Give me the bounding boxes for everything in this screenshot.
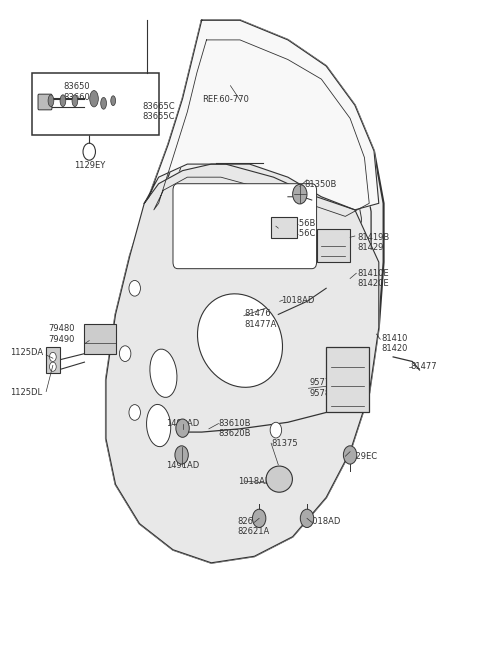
Circle shape <box>49 362 56 371</box>
Ellipse shape <box>266 466 292 492</box>
Text: 81410E
81420E: 81410E 81420E <box>357 269 389 288</box>
Ellipse shape <box>48 95 54 107</box>
Text: 1129EC: 1129EC <box>345 452 377 460</box>
Text: 81375: 81375 <box>271 439 298 447</box>
Circle shape <box>49 352 56 362</box>
Text: 83610B
83620B: 83610B 83620B <box>218 419 251 438</box>
Text: REF.60-770: REF.60-770 <box>202 96 249 104</box>
Ellipse shape <box>111 96 116 105</box>
Ellipse shape <box>146 404 171 447</box>
Circle shape <box>175 446 188 464</box>
FancyBboxPatch shape <box>38 94 52 110</box>
Text: 1018AD: 1018AD <box>238 477 271 485</box>
FancyBboxPatch shape <box>173 183 317 269</box>
Text: 79480
79490: 79480 79490 <box>48 324 75 344</box>
Polygon shape <box>144 20 379 210</box>
FancyBboxPatch shape <box>84 324 116 354</box>
Text: 1491AD: 1491AD <box>166 462 199 470</box>
Text: 83665C
83655C: 83665C 83655C <box>142 102 175 121</box>
Circle shape <box>129 405 141 421</box>
Text: 1125DL: 1125DL <box>10 388 42 397</box>
Text: 81350B: 81350B <box>305 179 337 189</box>
Ellipse shape <box>90 90 98 107</box>
Ellipse shape <box>72 95 78 107</box>
Bar <box>32 73 158 135</box>
FancyBboxPatch shape <box>46 347 60 373</box>
FancyBboxPatch shape <box>317 229 350 262</box>
Text: 83650
83660: 83650 83660 <box>63 83 90 102</box>
Text: 81476
81477A: 81476 81477A <box>245 309 277 329</box>
Ellipse shape <box>150 349 177 398</box>
FancyBboxPatch shape <box>326 347 369 413</box>
Text: 1129EY: 1129EY <box>73 161 105 170</box>
Circle shape <box>270 422 282 438</box>
Text: 81456B
81456C: 81456B 81456C <box>283 219 315 238</box>
Circle shape <box>300 509 314 527</box>
Circle shape <box>83 143 96 160</box>
Circle shape <box>343 446 357 464</box>
Circle shape <box>120 346 131 362</box>
Circle shape <box>176 419 189 438</box>
FancyBboxPatch shape <box>271 217 298 238</box>
Text: 1491AD: 1491AD <box>166 419 199 428</box>
Text: 81410
81420: 81410 81420 <box>381 334 408 354</box>
Text: 1018AD: 1018AD <box>307 517 340 526</box>
Circle shape <box>252 509 266 527</box>
Circle shape <box>129 280 141 296</box>
Ellipse shape <box>101 98 107 109</box>
Text: 81419B
81429: 81419B 81429 <box>357 233 389 252</box>
Text: 82611
82621A: 82611 82621A <box>238 517 270 536</box>
Text: 1018AD: 1018AD <box>281 296 314 305</box>
Circle shape <box>293 184 307 204</box>
Polygon shape <box>106 20 384 563</box>
Text: 1125DA: 1125DA <box>10 348 43 358</box>
Ellipse shape <box>60 95 66 107</box>
Text: 95770B
95780B: 95770B 95780B <box>310 379 342 398</box>
Text: 81477: 81477 <box>410 362 436 371</box>
Polygon shape <box>106 164 379 563</box>
Ellipse shape <box>197 294 283 387</box>
